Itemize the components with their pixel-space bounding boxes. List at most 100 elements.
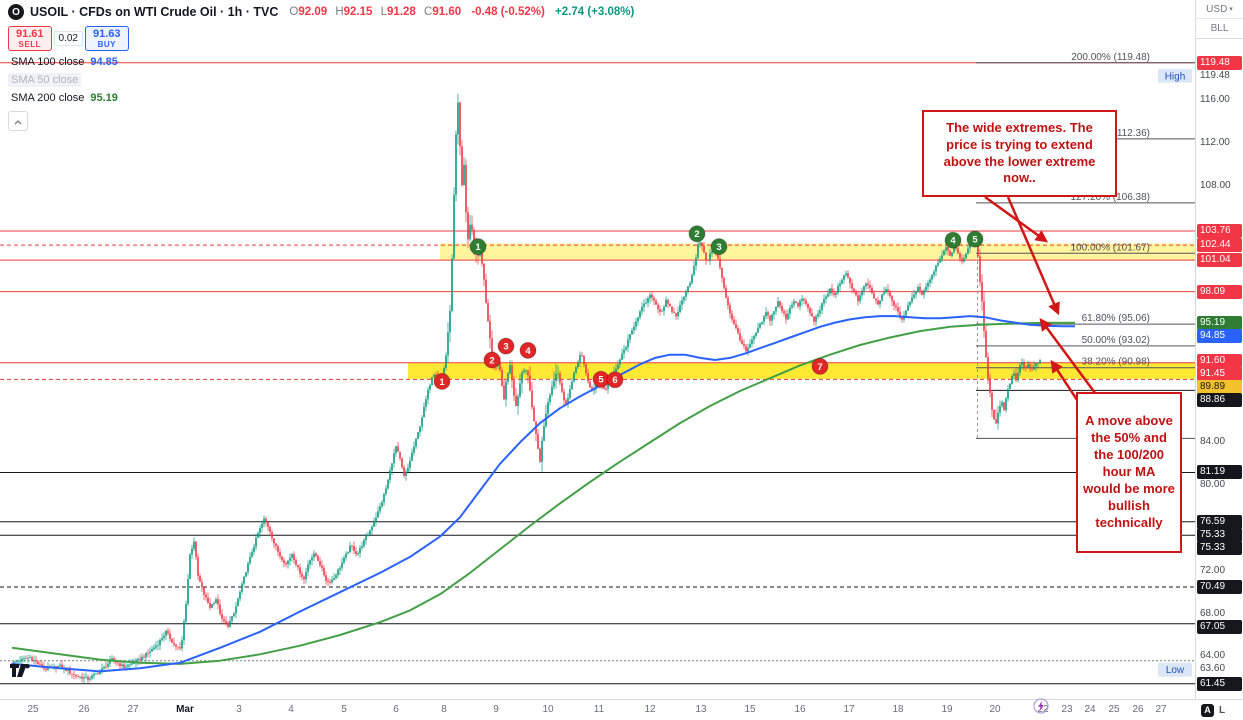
- unit-value: BLL: [1210, 22, 1229, 34]
- svg-text:High: High: [1165, 71, 1186, 82]
- annotation-box-extremes[interactable]: The wide extremes. The price is trying t…: [922, 110, 1117, 197]
- svg-text:5: 5: [598, 375, 604, 386]
- price-axis-badge: 98.09: [1197, 285, 1242, 299]
- symbol-header[interactable]: O USOIL · CFDs on WTI Crude Oil · 1h · T…: [8, 4, 634, 20]
- svg-text:1: 1: [439, 377, 445, 388]
- time-axis-label: 15: [744, 704, 756, 715]
- svg-text:1: 1: [475, 242, 481, 253]
- unit-select[interactable]: BLL: [1196, 18, 1243, 37]
- boost-lightning-icon[interactable]: [1033, 698, 1049, 719]
- collapse-legend-button[interactable]: [8, 111, 28, 131]
- price-axis-badge: 119.48: [1197, 56, 1242, 70]
- price-axis-badge: 75.33: [1197, 541, 1242, 555]
- indicator-name: SMA 50 close: [11, 74, 79, 86]
- sell-button[interactable]: 91.61 SELL: [8, 26, 52, 51]
- svg-text:2: 2: [489, 355, 494, 366]
- sma-100-line[interactable]: [11, 315, 1075, 673]
- svg-text:6: 6: [612, 375, 617, 386]
- indicator-sma50[interactable]: SMA 50 close: [8, 73, 82, 87]
- high-value: 92.15: [343, 6, 373, 18]
- highlight-bands[interactable]: [408, 243, 1196, 379]
- time-axis-label: 27: [1155, 704, 1167, 715]
- time-axis-label: 4: [288, 704, 294, 715]
- time-axis-label: 16: [794, 704, 806, 715]
- time-axis-label: 9: [493, 704, 499, 715]
- price-axis-tick: 72.00: [1200, 565, 1226, 576]
- time-axis-label: 22: [1037, 704, 1049, 715]
- price-axis-badge: 102.44: [1197, 238, 1242, 252]
- indicator-sma100[interactable]: SMA 100 close 94.85: [8, 55, 121, 69]
- svg-text:4: 4: [950, 236, 956, 247]
- time-axis-label: 23: [1061, 704, 1073, 715]
- currency-unit-selector: USD ▾ BLL: [1195, 0, 1243, 39]
- log-scale-button[interactable]: L: [1219, 704, 1226, 716]
- indicator-value: 95.19: [90, 92, 118, 104]
- open-label: O: [289, 6, 299, 18]
- buy-button[interactable]: 91.63 BUY: [85, 26, 129, 51]
- svg-text:200.00% (119.48): 200.00% (119.48): [1071, 52, 1150, 63]
- horizontal-lines[interactable]: [0, 62, 1196, 685]
- red-number-markers[interactable]: 1 23 4 5 6 7: [433, 337, 829, 390]
- time-axis-label: 26: [1132, 704, 1144, 715]
- ohlc-values: O92.09 H92.15 L91.28 C91.60 -0.48 (-0.52…: [284, 6, 634, 18]
- indicator-sma200[interactable]: SMA 200 close 95.19: [8, 91, 121, 105]
- time-axis-label: 17: [843, 704, 855, 715]
- close-label: C: [424, 6, 433, 18]
- time-axis-label: 25: [1108, 704, 1120, 715]
- candlestick-series[interactable]: [11, 93, 1041, 684]
- price-axis-tick: 68.00: [1200, 608, 1226, 619]
- price-axis-badge: 103.76: [1197, 224, 1242, 238]
- symbol-title[interactable]: USOIL · CFDs on WTI Crude Oil · 1h · TVC: [30, 5, 279, 19]
- price-axis-tick: 112.00: [1200, 137, 1230, 148]
- change-value: -0.48 (-0.52%): [471, 6, 545, 18]
- time-axis-label: 18: [892, 704, 904, 715]
- green-number-markers[interactable]: 1 2 3 4 5: [469, 225, 984, 256]
- price-axis-badge: 88.86: [1197, 393, 1242, 407]
- price-axis-badge: 76.59: [1197, 515, 1242, 529]
- price-axis-tick: 108.00: [1200, 180, 1231, 191]
- close-value: 91.60: [432, 6, 462, 18]
- price-axis-badge: 95.19: [1197, 316, 1242, 330]
- open-value: 92.09: [298, 6, 328, 18]
- svg-text:3: 3: [503, 342, 508, 353]
- price-axis-tick: 84.00: [1200, 436, 1226, 447]
- currency-select[interactable]: USD ▾: [1196, 0, 1243, 18]
- price-axis-badge: 70.49: [1197, 580, 1242, 594]
- price-axis-tick: 116.00: [1200, 94, 1230, 105]
- indicator-name: SMA 200 close: [11, 92, 85, 104]
- low-chip: Low: [1158, 662, 1192, 677]
- sell-price: 91.61: [16, 28, 44, 40]
- time-axis[interactable]: 25 26 27 Mar 3 4 5 6 8 9 10 11 12 13 15 16 17 18 19 20 22 23 2…: [0, 699, 1243, 720]
- price-axis-tick: 63.60: [1200, 663, 1226, 674]
- svg-text:Low: Low: [1166, 665, 1185, 676]
- currency-value: USD: [1206, 3, 1228, 15]
- time-axis-label: 6: [393, 704, 399, 715]
- symbol-logo-icon: O: [8, 4, 24, 20]
- price-axis-badge: 91.60: [1197, 354, 1242, 368]
- auto-scale-button[interactable]: A: [1201, 703, 1214, 717]
- chevron-down-icon: ▾: [1229, 6, 1233, 13]
- annotation-box-bullish[interactable]: A move above the 50% and the 100/200 hou…: [1076, 392, 1182, 553]
- time-axis-label: 11: [593, 704, 605, 715]
- sell-label: SELL: [18, 40, 41, 49]
- price-axis-badge: 75.33: [1197, 528, 1242, 542]
- indicator-name: SMA 100 close: [11, 56, 85, 68]
- svg-text:38.20% (90.98): 38.20% (90.98): [1082, 357, 1150, 368]
- low-label: L: [380, 6, 388, 18]
- svg-text:100.00% (101.67): 100.00% (101.67): [1070, 242, 1150, 253]
- sma-200-line[interactable]: [11, 321, 1076, 665]
- svg-text:5: 5: [972, 235, 978, 246]
- price-axis-badge: 61.45: [1197, 677, 1242, 691]
- price-axis-badge: 91.45: [1197, 367, 1242, 381]
- chevron-up-icon: [14, 112, 22, 130]
- price-axis-badge: 67.05: [1197, 620, 1242, 634]
- spread-value: 0.02: [53, 31, 83, 46]
- time-axis-label: 26: [78, 704, 90, 715]
- time-axis-label: 12: [644, 704, 656, 715]
- price-axis[interactable]: 119.48 119.48 116.00 112.00 108.00 103.76 102.…: [1195, 0, 1243, 700]
- svg-text:2: 2: [694, 229, 699, 240]
- buy-label: BUY: [97, 40, 116, 49]
- tradingview-logo-icon[interactable]: [10, 664, 32, 682]
